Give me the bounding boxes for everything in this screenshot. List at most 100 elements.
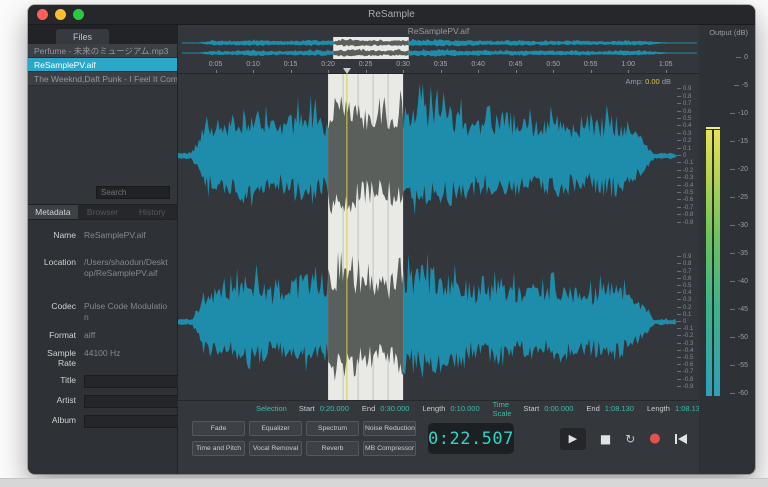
amplitude-tick-label: -0.1	[677, 160, 693, 166]
amplitude-tick-label: 0.7	[677, 269, 691, 275]
location-value: /Users/shaodun/Desktop/ReSamplePV.aif	[84, 257, 168, 279]
ruler-tick-label: 0:30	[396, 61, 410, 68]
zoom-window-icon[interactable]	[73, 9, 84, 20]
amplitude-tick-label: -0.8	[677, 212, 693, 218]
amplitude-scale: 0.9 0.8 0.7 0.6 0.5 0.4 0.3 0.2 0.1 0 -0.1 -0.2 -0.3…	[677, 74, 699, 400]
sidebar: Files Perfume - 未来のミュージアム.mp3 ReSamplePV.…	[28, 25, 180, 474]
amplitude-tick-label: 0.1	[677, 146, 691, 152]
ruler-tick-label: 0:55	[583, 61, 598, 68]
minimize-window-icon[interactable]	[55, 9, 66, 20]
meter-tick-label: -35	[729, 250, 748, 257]
amplitude-tick-label: -0.6	[677, 197, 693, 203]
file-item-2[interactable]: The Weeknd,Daft Punk - I Feel It Coming.…	[28, 72, 177, 86]
meter-bar-right	[714, 129, 720, 396]
meter-tick-label: -60	[729, 390, 748, 397]
amplitude-tick-label: -0.7	[677, 369, 693, 375]
selection-info-row: Selection Start 0:20.000 End 0:30.000 Le…	[178, 399, 704, 418]
meter-peak-cap	[706, 126, 720, 129]
play-button[interactable]: ▶	[559, 427, 586, 450]
format-label: Format	[49, 330, 76, 341]
selection-length-label: Length	[422, 404, 446, 413]
amplitude-tick-label: -0.2	[677, 333, 693, 339]
name-value: ReSamplePV.aif	[84, 230, 146, 240]
amp-value: 0.00	[645, 77, 660, 86]
timescale-start-label: Start	[523, 404, 540, 413]
titlebar: ReSample	[28, 5, 755, 25]
amplitude-tick-label: -0.7	[677, 205, 693, 211]
amplitude-tick-label: 0.4	[677, 123, 691, 129]
ruler-tick-label: 1:05	[658, 61, 673, 68]
waveform-display[interactable]	[178, 74, 677, 400]
output-meter: Output (dB) 0 -5 -10 -15 -20 -25 -30 -35 -40 -45 -…	[699, 25, 754, 474]
loop-button[interactable]: ↻	[625, 431, 636, 446]
effect-button-noise-reduction[interactable]: Noise Reduction	[363, 421, 416, 436]
search-input[interactable]	[96, 186, 170, 199]
effect-button-equalizer[interactable]: Equalizer	[249, 421, 302, 436]
amplitude-tick-label: -0.9	[677, 220, 693, 226]
name-label: Name	[53, 230, 76, 240]
document-title: ReSamplePV.aif	[407, 26, 470, 36]
effect-button-vocal-removal[interactable]: Vocal Removal	[249, 441, 302, 456]
close-window-icon[interactable]	[37, 9, 48, 20]
effect-button-reverb[interactable]: Reverb	[306, 441, 359, 456]
transport-controls: ▶ ■ ↻ ●	[559, 427, 713, 450]
playhead-marker[interactable]	[342, 68, 351, 74]
effect-button-mb-compressor[interactable]: MB Compressor	[363, 441, 416, 456]
selection-section-label: Selection	[256, 404, 287, 413]
meter-tick-label: -45	[729, 306, 748, 313]
effect-button-spectrum[interactable]: Spectrum	[306, 421, 359, 436]
amplitude-tick-label: 0.4	[677, 290, 691, 296]
timescale-end-value: 1:08.130	[604, 404, 634, 413]
record-button[interactable]: ●	[649, 431, 661, 446]
ruler-tick-label: 0:05	[208, 61, 223, 68]
amplitude-tick-label: 0.6	[677, 276, 691, 282]
tab-browser[interactable]: Browser	[86, 207, 119, 217]
amplitude-tick-label: 0.3	[677, 131, 691, 137]
effect-button-fade[interactable]: Fade	[192, 421, 245, 436]
ruler-tick-label: 1:00	[621, 61, 636, 68]
meter-tick-label: -25	[729, 194, 748, 201]
title-label: Title	[60, 375, 76, 386]
album-field[interactable]	[84, 415, 180, 429]
metadata-tabs: Metadata Browser History	[28, 204, 177, 220]
file-list-empty-area	[28, 86, 177, 204]
app-window: ReSample Files Perfume - 未来のミュージアム.mp3 Re…	[28, 5, 755, 474]
meter-tick-label: -10	[729, 110, 748, 117]
tab-files[interactable]: Files	[56, 29, 110, 44]
effects-grid: Fade Equalizer Spectrum Noise Reduction Time…	[192, 421, 416, 456]
meter-bar-left	[706, 129, 712, 396]
tab-history[interactable]: History	[138, 207, 166, 217]
location-label: Location	[43, 257, 76, 268]
time-ruler[interactable]: 0:05 0:10 0:15 0:20 0:25 0:30 0:35 0:40 0:45 0:50…	[178, 60, 699, 74]
amplitude-tick-label: -0.5	[677, 190, 693, 196]
selection-end-label: End	[361, 404, 376, 413]
amplitude-tick-label: -0.3	[677, 175, 693, 181]
meter-tick-label: -40	[729, 278, 748, 285]
stop-button[interactable]: ■	[599, 431, 612, 446]
output-db-label: Output (dB)	[709, 28, 748, 37]
amplitude-tick-label: -0.6	[677, 362, 693, 368]
artist-field[interactable]	[84, 395, 180, 409]
timescale-section-label: Time Scale	[492, 399, 512, 418]
effect-button-time-and-pitch[interactable]: Time and Pitch	[192, 441, 245, 456]
amplitude-tick-label: -0.9	[677, 384, 693, 390]
skip-back-button[interactable]	[674, 433, 687, 444]
selection-end-value: 0:30.000	[380, 404, 410, 413]
selection-start-label: Start	[298, 404, 315, 413]
ruler-tick-label: 0:10	[246, 61, 260, 68]
amplitude-tick-label: 0.3	[677, 297, 691, 303]
file-item-1[interactable]: ReSamplePV.aif	[28, 58, 177, 72]
tab-metadata[interactable]: Metadata	[28, 205, 78, 219]
meter-tick-label: 0	[736, 54, 748, 61]
amplitude-tick-label: -0.4	[677, 183, 693, 189]
format-value: aiff	[84, 330, 96, 341]
amplitude-tick-label: 0.9	[677, 254, 691, 260]
waveform-area: 0.9 0.8 0.7 0.6 0.5 0.4 0.3 0.2 0.1 0 -0.1 -0.2 -0.3…	[178, 74, 699, 400]
timescale-start-value: 0:00.000	[544, 404, 574, 413]
title-field[interactable]	[84, 375, 180, 389]
codec-value: Pulse Code Modulation	[84, 301, 168, 323]
meter-tick-label: -5	[733, 82, 748, 89]
waveform-overview[interactable]	[178, 36, 699, 60]
file-item-0[interactable]: Perfume - 未来のミュージアム.mp3	[28, 44, 177, 58]
timescale-end-label: End	[586, 404, 600, 413]
